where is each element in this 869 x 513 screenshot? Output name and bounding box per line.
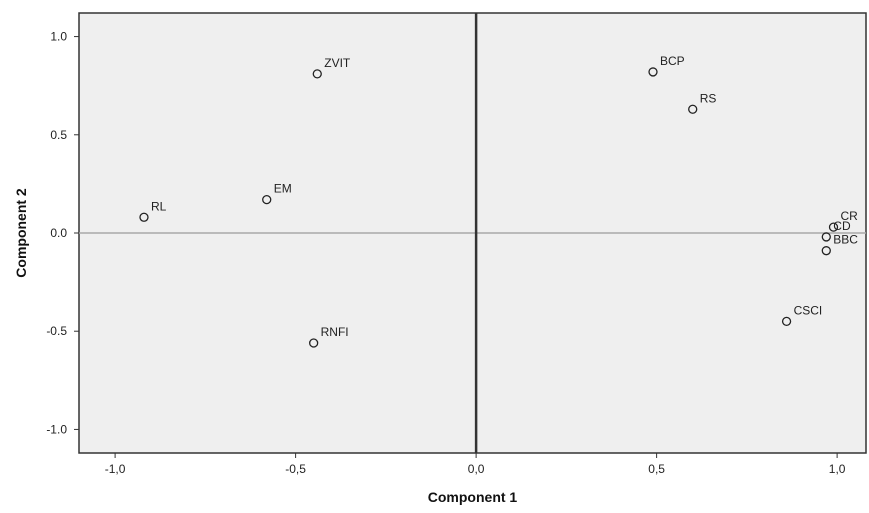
x-tick-label: -0,5 [285, 462, 306, 476]
reference-lines [79, 13, 866, 453]
data-point [821, 246, 831, 256]
point-label: CR [841, 209, 859, 223]
data-point [309, 338, 319, 348]
data-points [139, 67, 839, 348]
y-axis-ticks: 1.0 0.5 0.0 -0.5 -1.0 [46, 30, 79, 436]
y-tick-label: 0.5 [50, 128, 67, 142]
point-label: CD [833, 219, 851, 233]
data-point [688, 104, 698, 114]
y-tick-label: 0.0 [50, 226, 67, 240]
x-tick-label: 1,0 [829, 462, 846, 476]
x-tick-label: -1,0 [105, 462, 126, 476]
data-point [821, 232, 831, 242]
data-point [312, 69, 322, 79]
x-axis-ticks: -1,0 -0,5 0,0 0,5 1,0 [105, 453, 846, 476]
point-label: BBC [833, 233, 858, 247]
point-label: ZVIT [324, 56, 351, 70]
point-label: CSCI [794, 303, 823, 317]
point-label: EM [274, 182, 292, 196]
point-label: RS [700, 91, 717, 105]
point-label: BCP [660, 54, 685, 68]
y-axis-title: Component 2 [13, 188, 29, 278]
point-label: RNFI [321, 325, 349, 339]
y-tick-label: -0.5 [46, 324, 67, 338]
x-tick-label: 0,0 [468, 462, 485, 476]
point-label: RL [151, 199, 167, 213]
data-point [648, 67, 658, 77]
data-point [262, 194, 272, 205]
y-tick-label: 1.0 [50, 30, 67, 44]
data-point [781, 316, 792, 327]
y-tick-label: -1.0 [46, 422, 67, 436]
data-point [139, 212, 149, 222]
data-point [828, 222, 839, 232]
x-tick-label: 0,5 [648, 462, 665, 476]
x-axis-title: Component 1 [428, 489, 518, 505]
